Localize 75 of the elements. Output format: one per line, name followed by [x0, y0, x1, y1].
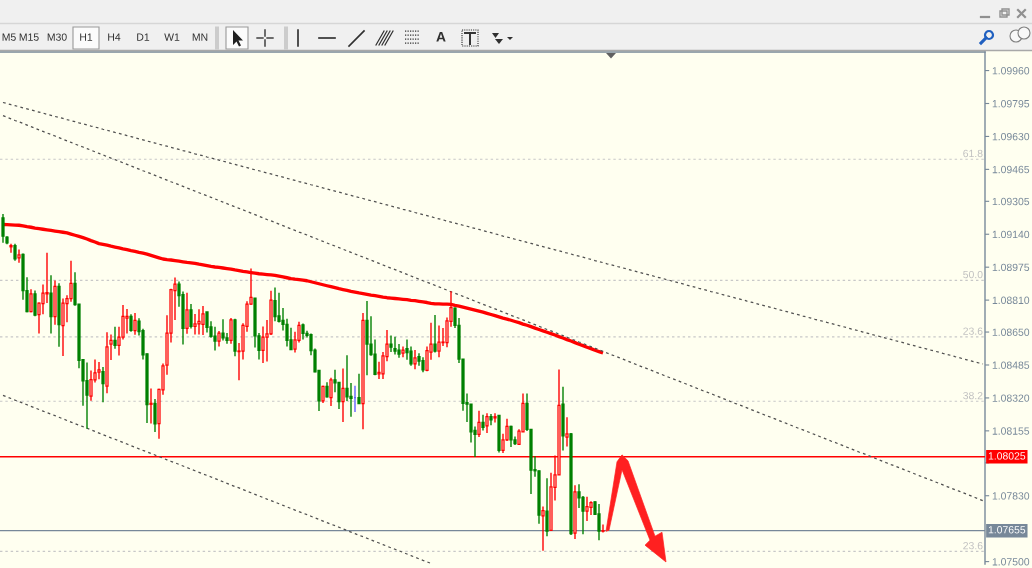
candlestick [477, 410, 481, 438]
candlestick [149, 387, 153, 425]
text: M15 [19, 33, 39, 41]
annotation: 38.2 [963, 391, 983, 400]
y-tick-label: 1.09795 [992, 100, 1030, 108]
y-tick-label: 1.09630 [992, 132, 1030, 141]
ref-line-label: 1.07655 [988, 526, 1026, 534]
candlestick [97, 361, 101, 380]
text: M30 [47, 33, 67, 41]
text: H4 [108, 33, 121, 41]
text: MN [192, 33, 208, 41]
y-tick-label: 1.08975 [992, 263, 1030, 272]
candlestick [329, 377, 333, 407]
candlestick [125, 308, 129, 335]
annotation: 50.0 [963, 270, 983, 279]
candlestick [389, 334, 393, 353]
candlestick [221, 318, 225, 342]
candlestick [17, 248, 21, 264]
candlestick [341, 367, 345, 423]
candlestick [9, 242, 13, 254]
candlestick [197, 308, 201, 336]
text: A [436, 32, 446, 42]
annotation: 23.6 [963, 541, 983, 550]
candlestick [437, 324, 441, 358]
text: D1 [137, 33, 150, 41]
ref-line-label: 1.08025 [988, 452, 1026, 460]
candlestick [365, 300, 369, 376]
y-tick-label: 1.09960 [992, 67, 1030, 75]
text: H1 [80, 33, 93, 41]
y-tick-label: 1.08650 [992, 328, 1030, 336]
y-tick-label: 1.09465 [992, 165, 1030, 174]
candlestick [205, 311, 209, 334]
line-series [2, 101, 984, 365]
line-series [2, 394, 432, 564]
candlestick [201, 305, 205, 336]
candlestick [597, 503, 601, 541]
annotation: 61.8 [963, 149, 983, 158]
candlestick [85, 361, 89, 430]
y-tick-label: 1.09305 [992, 197, 1030, 206]
candlestick [357, 373, 361, 405]
candlestick [493, 412, 497, 424]
candlestick [485, 412, 489, 434]
line-series [2, 115, 984, 502]
candlestick [585, 496, 589, 522]
y-tick-label: 1.08810 [992, 296, 1030, 304]
text: M5 [2, 33, 16, 41]
candlestick [133, 312, 137, 336]
y-tick-label: 1.07500 [992, 558, 1030, 566]
candlestick [1, 213, 5, 244]
candlestick [33, 289, 37, 317]
candlestick [113, 326, 117, 350]
candlestick [189, 303, 193, 330]
y-tick-label: 1.08320 [992, 394, 1030, 402]
y-tick-label: 1.08485 [992, 361, 1030, 369]
candlestick [601, 523, 605, 534]
candlestick [273, 286, 277, 322]
annotation: 23.6 [963, 327, 983, 335]
candlestick [61, 297, 65, 357]
candlestick [433, 314, 437, 354]
candlestick [193, 313, 197, 336]
candlestick [229, 317, 233, 345]
candlestick [413, 349, 417, 370]
candlestick [153, 398, 157, 433]
candlestick [541, 505, 545, 552]
candlestick [545, 477, 549, 537]
candlestick [393, 335, 397, 356]
text: W1 [164, 33, 180, 41]
candlestick [185, 292, 189, 335]
candlestick [101, 366, 105, 404]
candlestick [49, 274, 53, 335]
y-tick-label: 1.07830 [992, 492, 1030, 500]
candlestick [45, 252, 49, 304]
y-tick-label: 1.08155 [992, 427, 1030, 435]
y-tick-label: 1.09140 [992, 230, 1030, 239]
candlestick [565, 416, 569, 448]
